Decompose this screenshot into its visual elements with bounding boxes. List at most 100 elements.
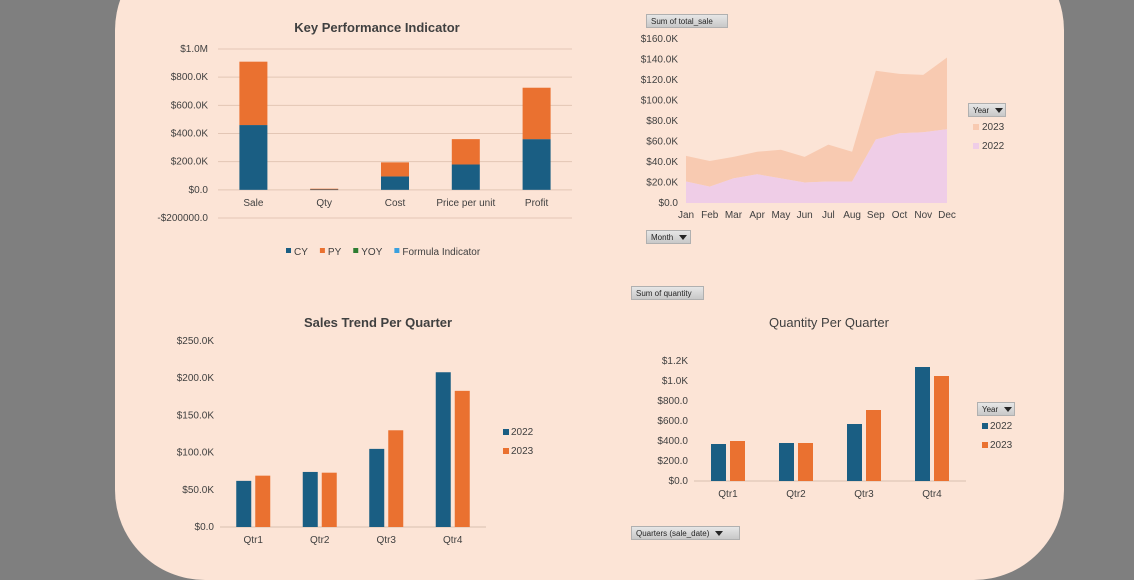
sum-total-sale-field-button[interactable]: Sum of total_sale	[646, 14, 728, 28]
quantity-legend: 2022 2023	[982, 421, 1013, 451]
area-x-tick: Oct	[892, 210, 908, 221]
area-y-tick: $140.0K	[641, 55, 679, 66]
kpi-y-tick: $400.0K	[171, 129, 209, 140]
sq-y-tick: $200.0K	[177, 373, 215, 384]
month-field-button[interactable]: Month	[646, 230, 691, 244]
sq-bar-2023	[321, 472, 337, 527]
kpi-x-tick: Qty	[316, 198, 332, 209]
kpi-bars	[239, 61, 551, 191]
area-legend-swatch	[973, 124, 979, 130]
qq-x-tick: Qtr1	[718, 489, 738, 500]
qq-y-tick: $1.2K	[662, 356, 688, 367]
qq-legend-swatch	[982, 423, 988, 429]
kpi-bar-cy	[451, 164, 480, 190]
quarters-field-button[interactable]: Quarters (sale_date)	[631, 526, 740, 540]
sq-legend-swatch	[503, 448, 509, 454]
qq-x-tick: Qtr3	[854, 489, 874, 500]
chevron-down-icon	[715, 531, 724, 537]
qq-legend-label: 2022	[990, 421, 1013, 432]
area-x-tick: Apr	[749, 210, 765, 221]
qq-bar-2023	[934, 376, 949, 481]
sq-bar-2023	[454, 390, 470, 527]
chevron-down-icon	[1004, 407, 1013, 413]
area-x-tick: Mar	[725, 210, 743, 221]
sales-trend-x-axis: Qtr1 Qtr2 Qtr3 Qtr4	[244, 535, 463, 546]
area-y-tick: $100.0K	[641, 96, 679, 107]
kpi-y-tick: $800.0K	[171, 72, 209, 83]
kpi-legend-swatch	[319, 248, 325, 253]
kpi-y-tick: $1.0M	[180, 44, 208, 55]
qq-bar-2022	[847, 424, 862, 481]
kpi-legend-label: YOY	[361, 247, 382, 258]
sales-trend-bars	[220, 372, 486, 528]
sales-trend-chart: Sales Trend Per Quarter $250.0K $200.0K $1…	[177, 315, 534, 546]
quarters-label: Quarters (sale_date)	[636, 529, 710, 538]
year-filter-button-quantity[interactable]: Year	[977, 402, 1015, 416]
qq-y-tick: $1.0K	[662, 376, 688, 387]
kpi-bar-cy	[381, 176, 409, 190]
area-y-tick: $40.0K	[646, 157, 678, 168]
chevron-down-icon	[995, 108, 1004, 114]
qq-legend-label: 2023	[990, 440, 1013, 451]
area-x-tick: Jun	[797, 210, 813, 221]
sq-x-tick: Qtr4	[443, 535, 463, 546]
kpi-x-tick: Cost	[385, 198, 406, 209]
area-y-tick: $80.0K	[646, 116, 678, 127]
monthly-sales-area-chart: $160.0K $140.0K $120.0K $100.0K $80.0K $60.0K…	[641, 34, 1005, 221]
quantity-chart-title: Quantity Per Quarter	[769, 315, 890, 330]
year-filter-button[interactable]: Year	[968, 103, 1006, 117]
sq-y-tick: $0.0	[195, 522, 215, 533]
sq-bar-2022	[435, 372, 451, 527]
kpi-legend[interactable]: CY PY YOY Formula Indicator	[286, 247, 481, 258]
sq-bar-2022	[302, 471, 318, 527]
year-label: Year	[973, 106, 990, 115]
kpi-legend-label: Formula Indicator	[402, 247, 480, 258]
area-x-tick: Nov	[914, 210, 932, 221]
qq-y-tick: $400.0	[657, 436, 688, 447]
sq-y-tick: $250.0K	[177, 336, 215, 347]
area-y-axis: $160.0K $140.0K $120.0K $100.0K $80.0K $60.0K…	[641, 34, 679, 209]
area-series-2023	[686, 57, 947, 187]
quantity-y-axis: $1.2K $1.0K $800.0 $600.0 $400.0 $200.0 $0.0	[657, 356, 688, 487]
kpi-legend-swatch	[353, 248, 359, 253]
kpi-x-tick: Profit	[525, 198, 549, 209]
kpi-gridlines	[218, 48, 572, 219]
sum-quantity-label: Sum of quantity	[636, 289, 692, 298]
sq-x-tick: Qtr1	[244, 535, 264, 546]
sum-quantity-field-button[interactable]: Sum of quantity	[631, 286, 704, 300]
quantity-chart: Quantity Per Quarter $1.2K $1.0K $800.0 $60…	[657, 315, 1012, 500]
kpi-legend-swatch	[394, 248, 400, 253]
quantity-x-axis: Qtr1 Qtr2 Qtr3 Qtr4	[718, 489, 942, 500]
area-x-tick: Jul	[822, 210, 835, 221]
kpi-bar-py	[381, 162, 409, 177]
qq-bar-2022	[711, 444, 726, 481]
kpi-x-axis: Sale Qty Cost Price per unit Profit	[243, 198, 548, 209]
chevron-down-icon	[679, 235, 688, 241]
sum-total-sale-label: Sum of total_sale	[651, 17, 713, 26]
area-legend: 2023 2022	[973, 122, 1005, 152]
qq-x-tick: Qtr2	[786, 489, 806, 500]
area-legend-label: 2022	[982, 141, 1005, 152]
area-series	[686, 57, 947, 203]
area-y-tick: $120.0K	[641, 75, 679, 86]
sq-legend-label: 2023	[511, 446, 534, 457]
area-y-tick: $20.0K	[646, 178, 678, 189]
kpi-bar-cy	[310, 189, 339, 191]
qq-x-tick: Qtr4	[922, 489, 942, 500]
kpi-legend-label: CY	[294, 247, 308, 258]
kpi-bar-cy	[239, 125, 268, 190]
area-y-tick: $160.0K	[641, 34, 679, 45]
quantity-bars	[694, 367, 966, 482]
kpi-bar-cy	[522, 139, 551, 190]
kpi-bar-py	[451, 139, 480, 165]
kpi-y-tick: $600.0K	[171, 100, 209, 111]
sq-legend-swatch	[503, 429, 509, 435]
sq-x-tick: Qtr3	[377, 535, 397, 546]
kpi-y-axis: $1.0M $800.0K $600.0K $400.0K $200.0K $0.0 -$2…	[157, 44, 208, 224]
sq-bar-2023	[388, 430, 404, 527]
qq-legend-swatch	[982, 442, 988, 448]
kpi-bar-py	[239, 61, 268, 126]
year-label-quantity: Year	[982, 405, 999, 414]
area-x-tick: May	[771, 210, 790, 221]
sq-bar-2023	[255, 475, 271, 527]
